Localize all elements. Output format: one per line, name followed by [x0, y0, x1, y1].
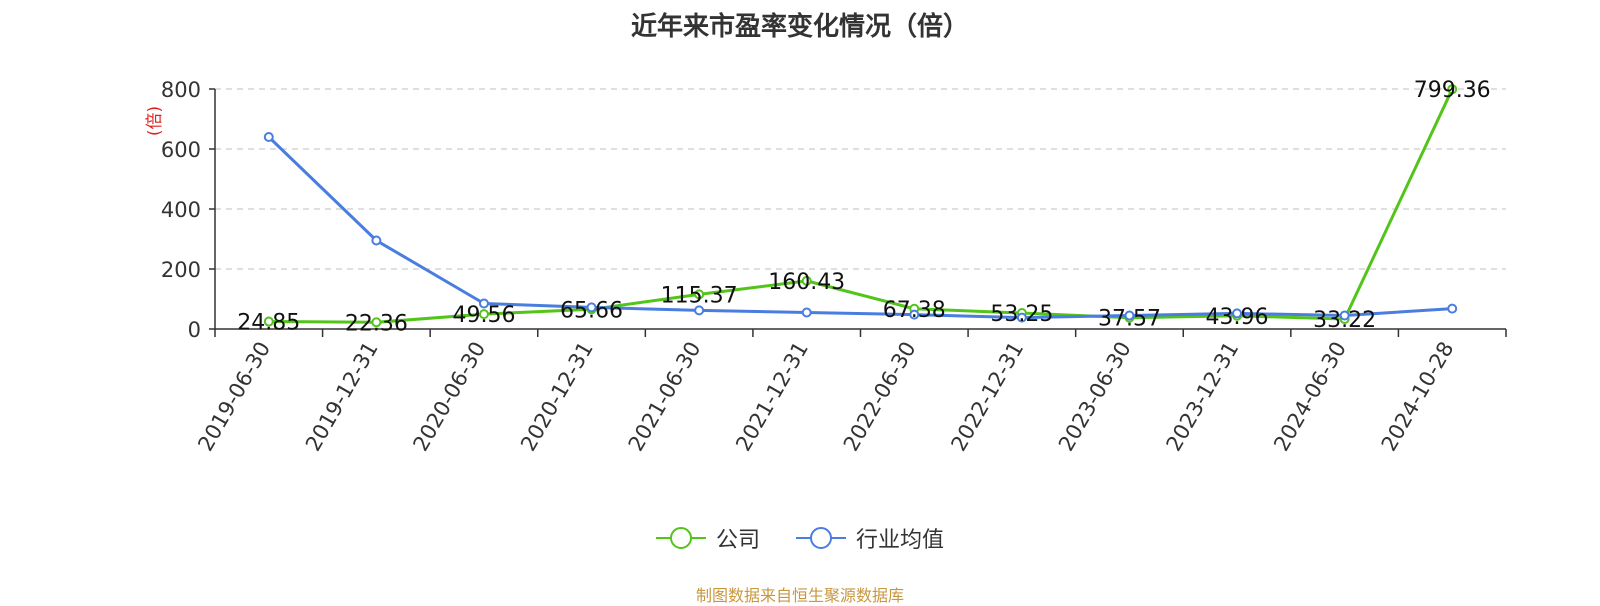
legend-item-company[interactable]: 公司: [655, 522, 760, 554]
x-tick-label: 2022-12-31: [946, 338, 1028, 456]
series-line-industry: [267, 135, 1453, 320]
y-tick-label: 600: [161, 138, 201, 162]
x-tick-label: 2020-06-30: [408, 338, 490, 456]
data-label-company: 65.66: [560, 298, 623, 323]
data-point-industry: [1232, 308, 1243, 319]
x-tick-label: 2021-12-31: [731, 338, 813, 456]
x-tick-label: 2021-06-30: [624, 338, 706, 456]
data-label-company: 799.36: [1414, 78, 1491, 103]
axes: 0 200 400 600 800 (倍) 2019-06-30 2019-12-31 2020…: [145, 78, 1507, 456]
data-label-company: 24.85: [237, 311, 300, 336]
chart-title: 近年来市盈率变化情况（倍）: [630, 12, 969, 42]
x-tick-label: 2020-12-31: [516, 338, 598, 456]
data-point-industry: [694, 305, 705, 316]
series-line-company: [268, 88, 1454, 324]
data-labels: 24.85 22.36 49.56 65.66 115.37 160.43 67.38 53.…: [237, 78, 1490, 336]
data-point-industry: [801, 307, 812, 318]
data-point-industry: [1124, 310, 1135, 321]
legend-label-company: 公司: [715, 528, 760, 553]
data-point-industry: [1016, 312, 1027, 323]
x-tick-label: 2019-12-31: [301, 338, 383, 456]
legend-item-industry[interactable]: 行业均值: [796, 522, 944, 554]
x-tick-label: 2024-10-28: [1377, 338, 1459, 456]
data-label-company: 53.25: [990, 302, 1053, 327]
legend-industry-line-icon: [796, 527, 846, 549]
data-label-company: 160.43: [768, 270, 845, 295]
data-point-company: [801, 275, 812, 286]
x-tick-label: 2022-06-30: [839, 338, 921, 456]
y-axis-unit-label: (倍): [145, 106, 165, 136]
data-label-company: 22.36: [345, 311, 408, 336]
data-point-company: [694, 289, 705, 300]
data-point-industry: [1447, 303, 1458, 314]
data-point-company: [263, 316, 274, 327]
y-tick-label: 0: [188, 318, 201, 342]
data-point-industry: [263, 132, 274, 142]
data-point-industry: [909, 309, 920, 320]
legend-label-industry: 行业均值: [856, 528, 945, 553]
x-tick-label: 2023-12-31: [1162, 338, 1244, 456]
data-label-company: 37.57: [1098, 307, 1161, 332]
data-point-industry: [586, 302, 597, 313]
data-label-company: 67.38: [883, 298, 946, 323]
data-label-company: 33.22: [1313, 308, 1376, 333]
data-label-company: 49.56: [452, 303, 515, 328]
data-point-company: [478, 309, 489, 320]
y-tick-label: 200: [161, 258, 201, 282]
data-source-note: 制图数据来自恒生聚源数据库: [695, 586, 904, 605]
data-point-industry: [1339, 310, 1350, 321]
series-lines: [263, 84, 1458, 328]
data-point-industry: [371, 235, 382, 246]
x-tick-label: 2019-06-30: [193, 338, 275, 456]
x-tick-label: 2024-06-30: [1269, 338, 1351, 456]
grid-lines: [215, 88, 1506, 270]
y-tick-label: 400: [161, 198, 201, 222]
legend-company-line-icon: [655, 527, 706, 549]
data-point-company: [371, 317, 382, 328]
legend: 公司 行业均值: [0, 522, 1600, 554]
data-point-company: [1447, 84, 1458, 95]
x-tick-label: 2023-06-30: [1054, 338, 1136, 456]
data-label-company: 115.37: [661, 283, 738, 308]
y-tick-label: 800: [161, 78, 201, 102]
data-point-industry: [478, 298, 489, 309]
data-label-company: 43.96: [1206, 305, 1269, 330]
